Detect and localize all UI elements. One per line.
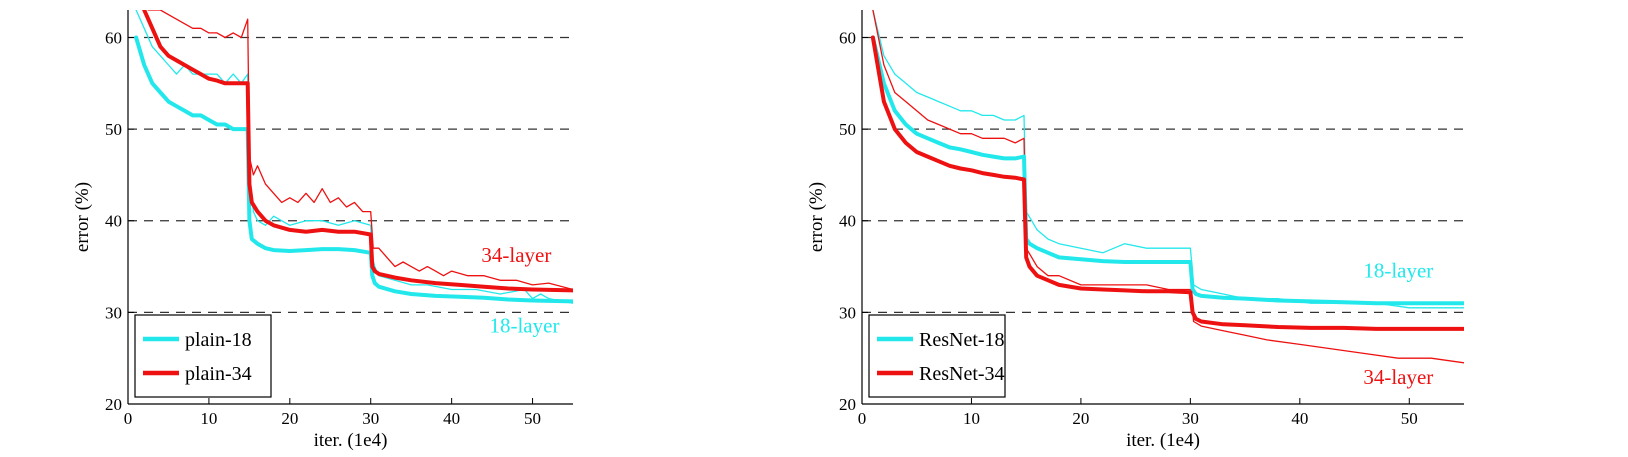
series-line-resnet-34-train — [872, 10, 1464, 364]
annotation-34-layer: 34-layer — [481, 243, 551, 267]
series-group — [870, 10, 1464, 364]
y-tick-label-40: 40 — [105, 212, 122, 231]
y-axis-label: error (%) — [806, 182, 827, 252]
y-tick-label-60: 60 — [839, 28, 856, 47]
annotation-18-layer: 18-layer — [1363, 259, 1433, 283]
x-axis-label: iter. (1e4) — [314, 430, 388, 451]
chart-plain-networks: 0 10 20 30 40 50 20 30 40 50 60 iter. (1e4) error (%… — [72, 10, 573, 451]
legend-label-plain-34: plain-34 — [185, 363, 252, 385]
series-line-plain-34-val — [142, 10, 573, 293]
x-tick-label-40: 40 — [1291, 409, 1308, 428]
x-tick-label-40: 40 — [443, 409, 460, 428]
x-tick-label-30: 30 — [1182, 409, 1199, 428]
x-tick-label-0: 0 — [858, 409, 867, 428]
legend-label-plain-18: plain-18 — [185, 329, 252, 351]
y-tick-label-30: 30 — [105, 303, 122, 322]
legend: plain-18 plain-34 — [134, 314, 272, 398]
y-axis-label: error (%) — [72, 182, 93, 252]
x-tick-label-50: 50 — [524, 409, 541, 428]
x-tick-label-20: 20 — [281, 409, 298, 428]
legend-box — [134, 314, 272, 398]
y-tick-label-30: 30 — [839, 303, 856, 322]
series-line-plain-18-val — [134, 35, 573, 304]
series-line-resnet-34-val — [870, 35, 1464, 331]
series-line-plain-34-train — [147, 10, 573, 291]
legend-label-resnet-34: ResNet-34 — [919, 363, 1005, 385]
x-tick-label-50: 50 — [1401, 409, 1418, 428]
chart-resnet-networks: 0 10 20 30 40 50 20 30 40 50 60 iter. (1e4) error (%… — [806, 10, 1464, 451]
x-axis-label: iter. (1e4) — [1126, 430, 1200, 451]
annotation-34-layer: 34-layer — [1363, 365, 1433, 389]
y-tick-label-60: 60 — [105, 28, 122, 47]
x-tick-label-10: 10 — [200, 409, 217, 428]
y-tick-label-20: 20 — [839, 395, 856, 414]
legend-label-resnet-18: ResNet-18 — [919, 329, 1005, 351]
y-tick-label-50: 50 — [839, 120, 856, 139]
x-tick-label-20: 20 — [1072, 409, 1089, 428]
y-tick-label-20: 20 — [105, 395, 122, 414]
legend-box — [868, 314, 1006, 398]
x-tick-label-10: 10 — [963, 409, 980, 428]
annotation-18-layer: 18-layer — [489, 314, 559, 338]
x-tick-label-30: 30 — [362, 409, 379, 428]
y-tick-label-40: 40 — [839, 212, 856, 231]
series-group — [134, 10, 573, 304]
y-tick-label-50: 50 — [105, 120, 122, 139]
x-tick-label-0: 0 — [124, 409, 133, 428]
legend: ResNet-18 ResNet-34 — [868, 314, 1006, 398]
series-line-resnet-18-val — [870, 35, 1464, 306]
